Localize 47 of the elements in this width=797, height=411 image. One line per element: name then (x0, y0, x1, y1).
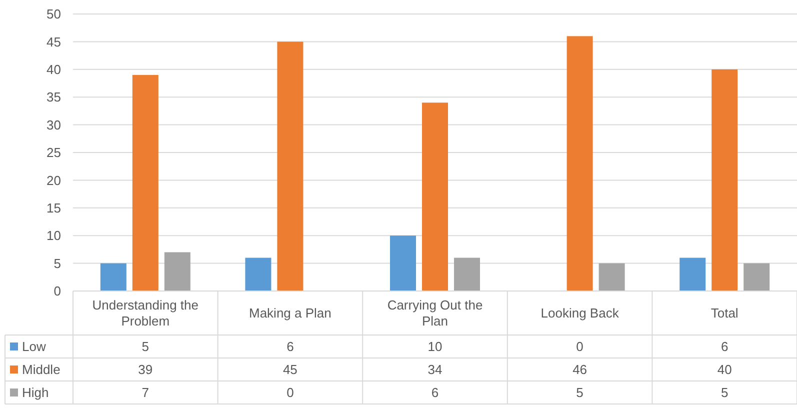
data-label: 34 (428, 362, 442, 378)
bar (100, 263, 126, 291)
y-tick-label: 45 (46, 34, 61, 50)
bar (680, 258, 706, 291)
data-label: 6 (431, 385, 439, 400)
bar (744, 263, 770, 291)
y-tick-label: 0 (54, 284, 61, 299)
legend-label: High (22, 385, 49, 400)
bar (277, 42, 304, 291)
data-label: 5 (576, 385, 584, 400)
bar (712, 69, 738, 291)
data-label: 46 (572, 362, 588, 378)
bar (164, 252, 190, 291)
y-tick-label: 5 (54, 256, 61, 271)
bar (422, 102, 448, 291)
data-label: 0 (576, 339, 584, 354)
y-tick-label: 30 (46, 117, 61, 132)
data-label: 6 (286, 339, 294, 354)
y-tick-label: 10 (46, 228, 61, 244)
bar (132, 74, 158, 291)
data-label: 5 (142, 339, 150, 354)
y-tick-label: 50 (46, 6, 61, 22)
bar (245, 258, 272, 291)
y-tick-label: 15 (46, 200, 61, 216)
bar (454, 258, 480, 291)
y-tick-label: 25 (46, 145, 61, 160)
legend-label: Middle (22, 362, 60, 378)
data-label: 7 (142, 385, 150, 400)
bar (598, 263, 625, 291)
x-tick-label: Total (710, 306, 738, 321)
x-tick-label: Looking Back (540, 306, 620, 321)
data-label: 5 (720, 385, 728, 400)
data-label: 6 (720, 339, 728, 354)
x-tick-label: Carrying Out the Plan (387, 298, 483, 329)
data-label: 40 (717, 362, 732, 378)
y-tick-label: 20 (46, 172, 61, 188)
y-tick-label: 35 (46, 90, 61, 105)
x-tick-label: Making a Plan (249, 306, 332, 321)
data-label: 10 (428, 339, 442, 354)
data-label: 0 (286, 385, 294, 400)
data-label: 39 (138, 362, 153, 378)
y-tick-label: 40 (46, 62, 61, 77)
bar (390, 236, 416, 291)
x-tick-label: Understanding the Problem (92, 298, 199, 329)
data-label: 45 (282, 362, 298, 378)
bar (566, 36, 593, 291)
legend-label: Low (22, 339, 46, 354)
